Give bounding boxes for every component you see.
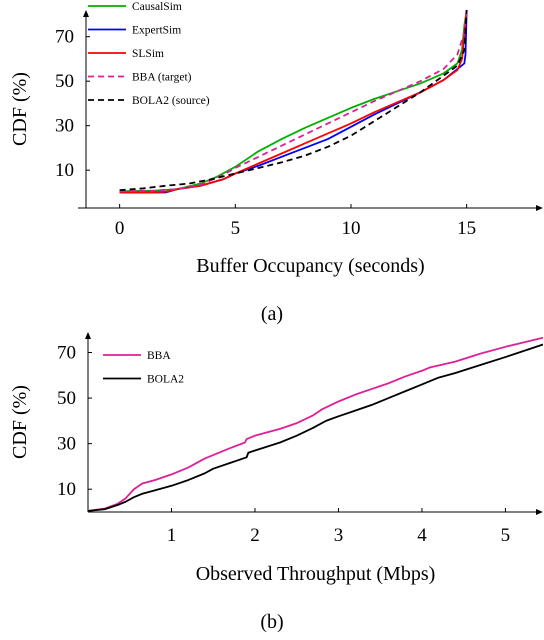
y-tick-label: 10 <box>55 160 74 181</box>
x-axis-label: Observed Throughput (Mbps) <box>196 563 436 585</box>
y-axis-arrow <box>85 332 91 339</box>
y-axis-arrow <box>83 10 89 17</box>
legend-label: BOLA2 <box>147 374 184 386</box>
x-tick-label: 3 <box>334 525 344 546</box>
chart-caption: (a) <box>261 303 283 325</box>
legend: CausalSim ExpertSim SLSim BBA (target) BOLA2… <box>88 1 210 107</box>
y-tick-label: 30 <box>55 116 74 137</box>
chart-caption: (b) <box>260 611 283 633</box>
y-tick-label: 10 <box>57 479 76 500</box>
series-line-bba-target <box>119 9 468 193</box>
series-line-bola2 <box>88 343 543 512</box>
x-axis-arrow <box>536 509 543 515</box>
y-axis-label: CDF (%) <box>9 72 31 146</box>
legend-label: ExpertSim <box>132 25 181 37</box>
legend-label: SLSim <box>132 48 164 60</box>
x-axis-label: Buffer Occupancy (seconds) <box>196 255 424 277</box>
x-tick-label: 1 <box>167 525 177 546</box>
series-line-bola2-source <box>119 9 468 192</box>
y-tick-label: 70 <box>57 343 76 364</box>
y-tick-label: 50 <box>55 71 74 92</box>
x-axis-arrow <box>536 205 543 211</box>
x-tick-label: 15 <box>457 218 476 239</box>
y-tick-label: 30 <box>57 434 76 455</box>
y-axis-label: CDF (%) <box>9 385 31 459</box>
legend-label: CausalSim <box>132 1 182 13</box>
x-tick-label: 5 <box>501 525 511 546</box>
x-tick-label: 4 <box>417 525 427 546</box>
series-line-causalsim <box>119 9 468 193</box>
legend-label: BBA <box>147 350 171 362</box>
y-tick-label: 70 <box>55 27 74 48</box>
chart-panel-b: 1 2 3 4 5 10 30 50 70 Observed Throughput (Mbps) C… <box>9 332 543 633</box>
legend-label: BOLA2 (source) <box>132 95 210 107</box>
x-tick-label: 5 <box>231 218 241 239</box>
series-line-bba <box>88 336 543 512</box>
y-tick-label: 50 <box>57 388 76 409</box>
series-line-slsim <box>119 9 468 194</box>
x-tick-label: 0 <box>115 218 125 239</box>
x-tick-label: 10 <box>341 218 360 239</box>
chart-panel-a: 0 5 10 15 10 30 50 70 Buffer Occupancy (seconds)… <box>9 1 543 325</box>
legend: BBA BOLA2 <box>103 350 184 386</box>
x-tick-label: 2 <box>250 525 260 546</box>
legend-label: BBA (target) <box>132 72 192 84</box>
